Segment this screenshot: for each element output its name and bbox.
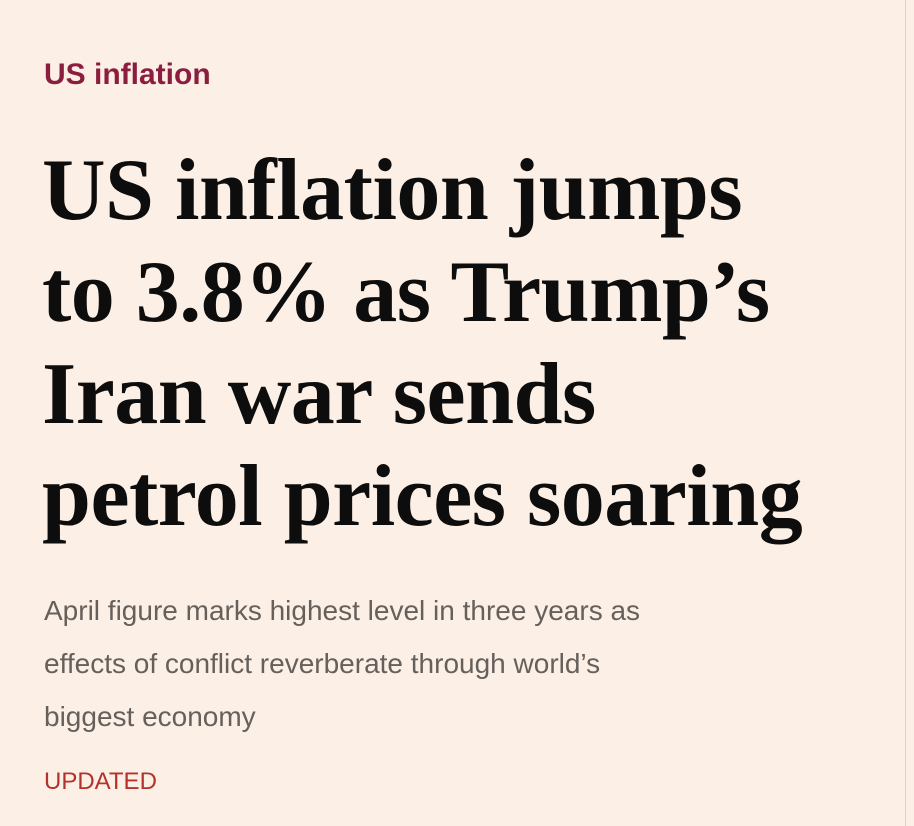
headline-line: Iran war sends [42, 346, 596, 443]
standfirst: April figure marks highest level in thre… [44, 584, 640, 743]
headline: US inflation jumps to 3.8% as Trump’s Ir… [42, 140, 803, 548]
headline-line: US inflation jumps [42, 142, 743, 239]
standfirst-line: effects of conflict reverberate through … [44, 648, 601, 679]
headline-line: petrol prices soaring [42, 448, 803, 545]
standfirst-line: biggest economy [44, 701, 256, 732]
standfirst-line: April figure marks highest level in thre… [44, 595, 641, 626]
topic-link[interactable]: US inflation [44, 58, 211, 91]
headline-line: to 3.8% as Trump’s [42, 244, 770, 341]
status-label: UPDATED [44, 768, 157, 795]
